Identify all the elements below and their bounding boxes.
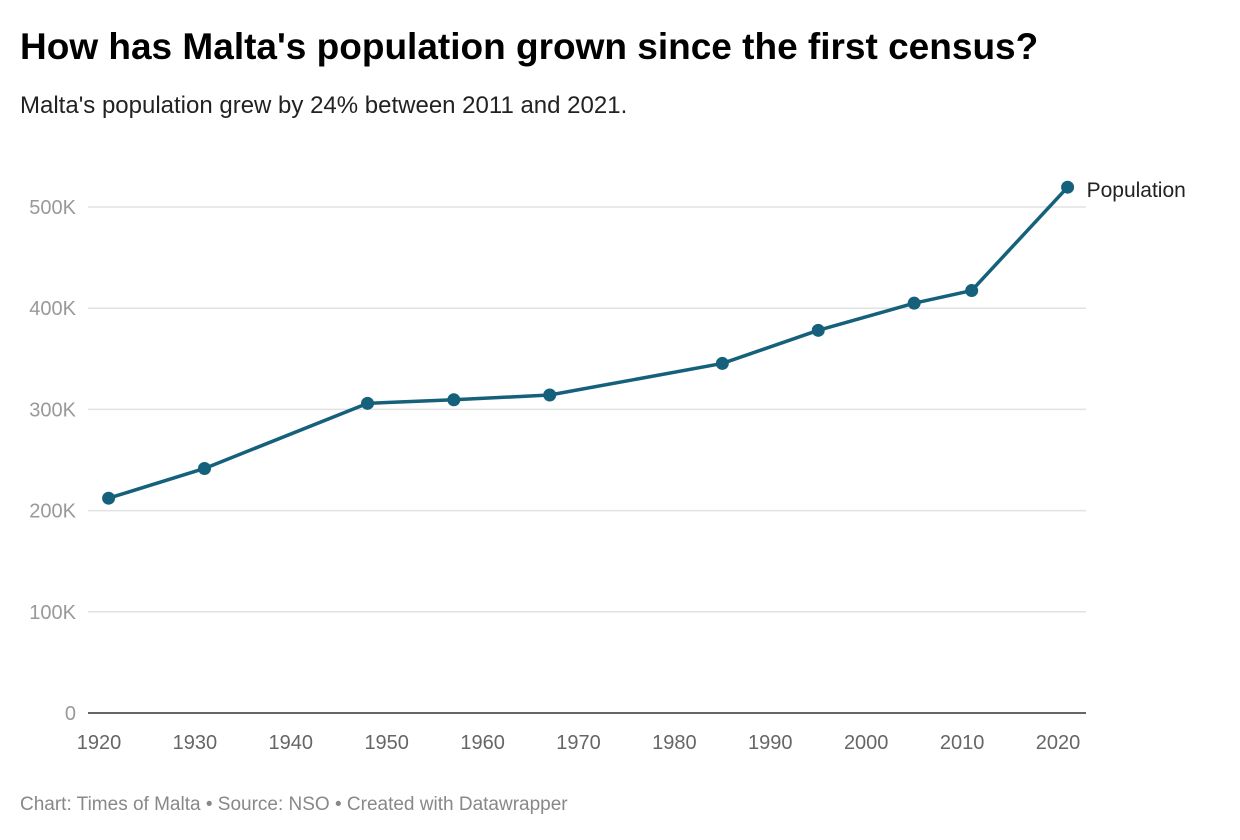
- data-point: [965, 284, 979, 298]
- chart-subtitle: Malta's population grew by 24% between 2…: [20, 92, 628, 119]
- series-label: Population: [1087, 179, 1186, 202]
- y-tick-label: 0: [65, 703, 76, 725]
- x-tick-label: 2020: [1036, 732, 1081, 754]
- y-tick-label: 200K: [29, 501, 76, 523]
- x-tick-label: 1950: [364, 732, 409, 754]
- data-point: [447, 393, 461, 407]
- data-point: [907, 296, 921, 310]
- data-point: [543, 388, 557, 402]
- data-point: [811, 323, 825, 337]
- x-tick-label: 1940: [269, 732, 314, 754]
- x-tick-label: 1920: [77, 732, 122, 754]
- x-tick-label: 1990: [748, 732, 793, 754]
- x-tick-label: 2010: [940, 732, 985, 754]
- data-point: [1061, 180, 1075, 194]
- chart-footer: Chart: Times of Malta • Source: NSO • Cr…: [20, 794, 568, 815]
- data-point: [715, 356, 729, 370]
- x-tick-label: 1930: [173, 732, 218, 754]
- data-point: [102, 491, 116, 505]
- x-tick-label: 1970: [556, 732, 601, 754]
- y-tick-label: 300K: [29, 399, 76, 421]
- y-tick-label: 500K: [29, 197, 76, 219]
- chart-title: How has Malta's population grown since t…: [20, 26, 1039, 67]
- x-tick-label: 2000: [844, 732, 889, 754]
- x-tick-label: 1960: [460, 732, 505, 754]
- series-line: [108, 186, 1069, 500]
- y-tick-label: 100K: [29, 602, 76, 624]
- data-point: [197, 461, 211, 475]
- x-tick-label: 1980: [652, 732, 697, 754]
- y-tick-label: 400K: [29, 298, 76, 320]
- data-point: [361, 396, 375, 410]
